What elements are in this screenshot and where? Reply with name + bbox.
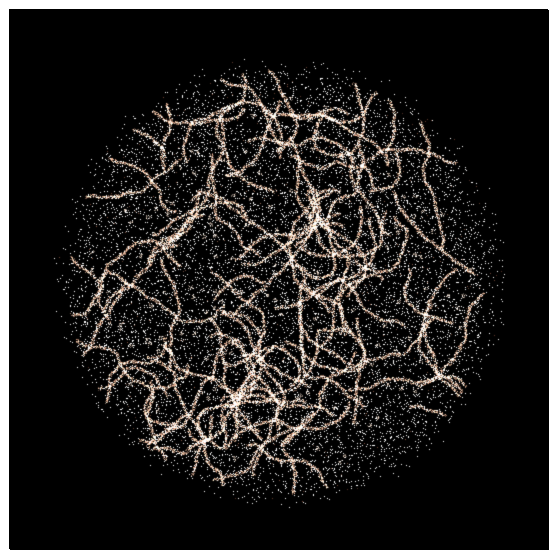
image-frame — [9, 9, 549, 550]
particle-sphere-render — [10, 10, 549, 550]
